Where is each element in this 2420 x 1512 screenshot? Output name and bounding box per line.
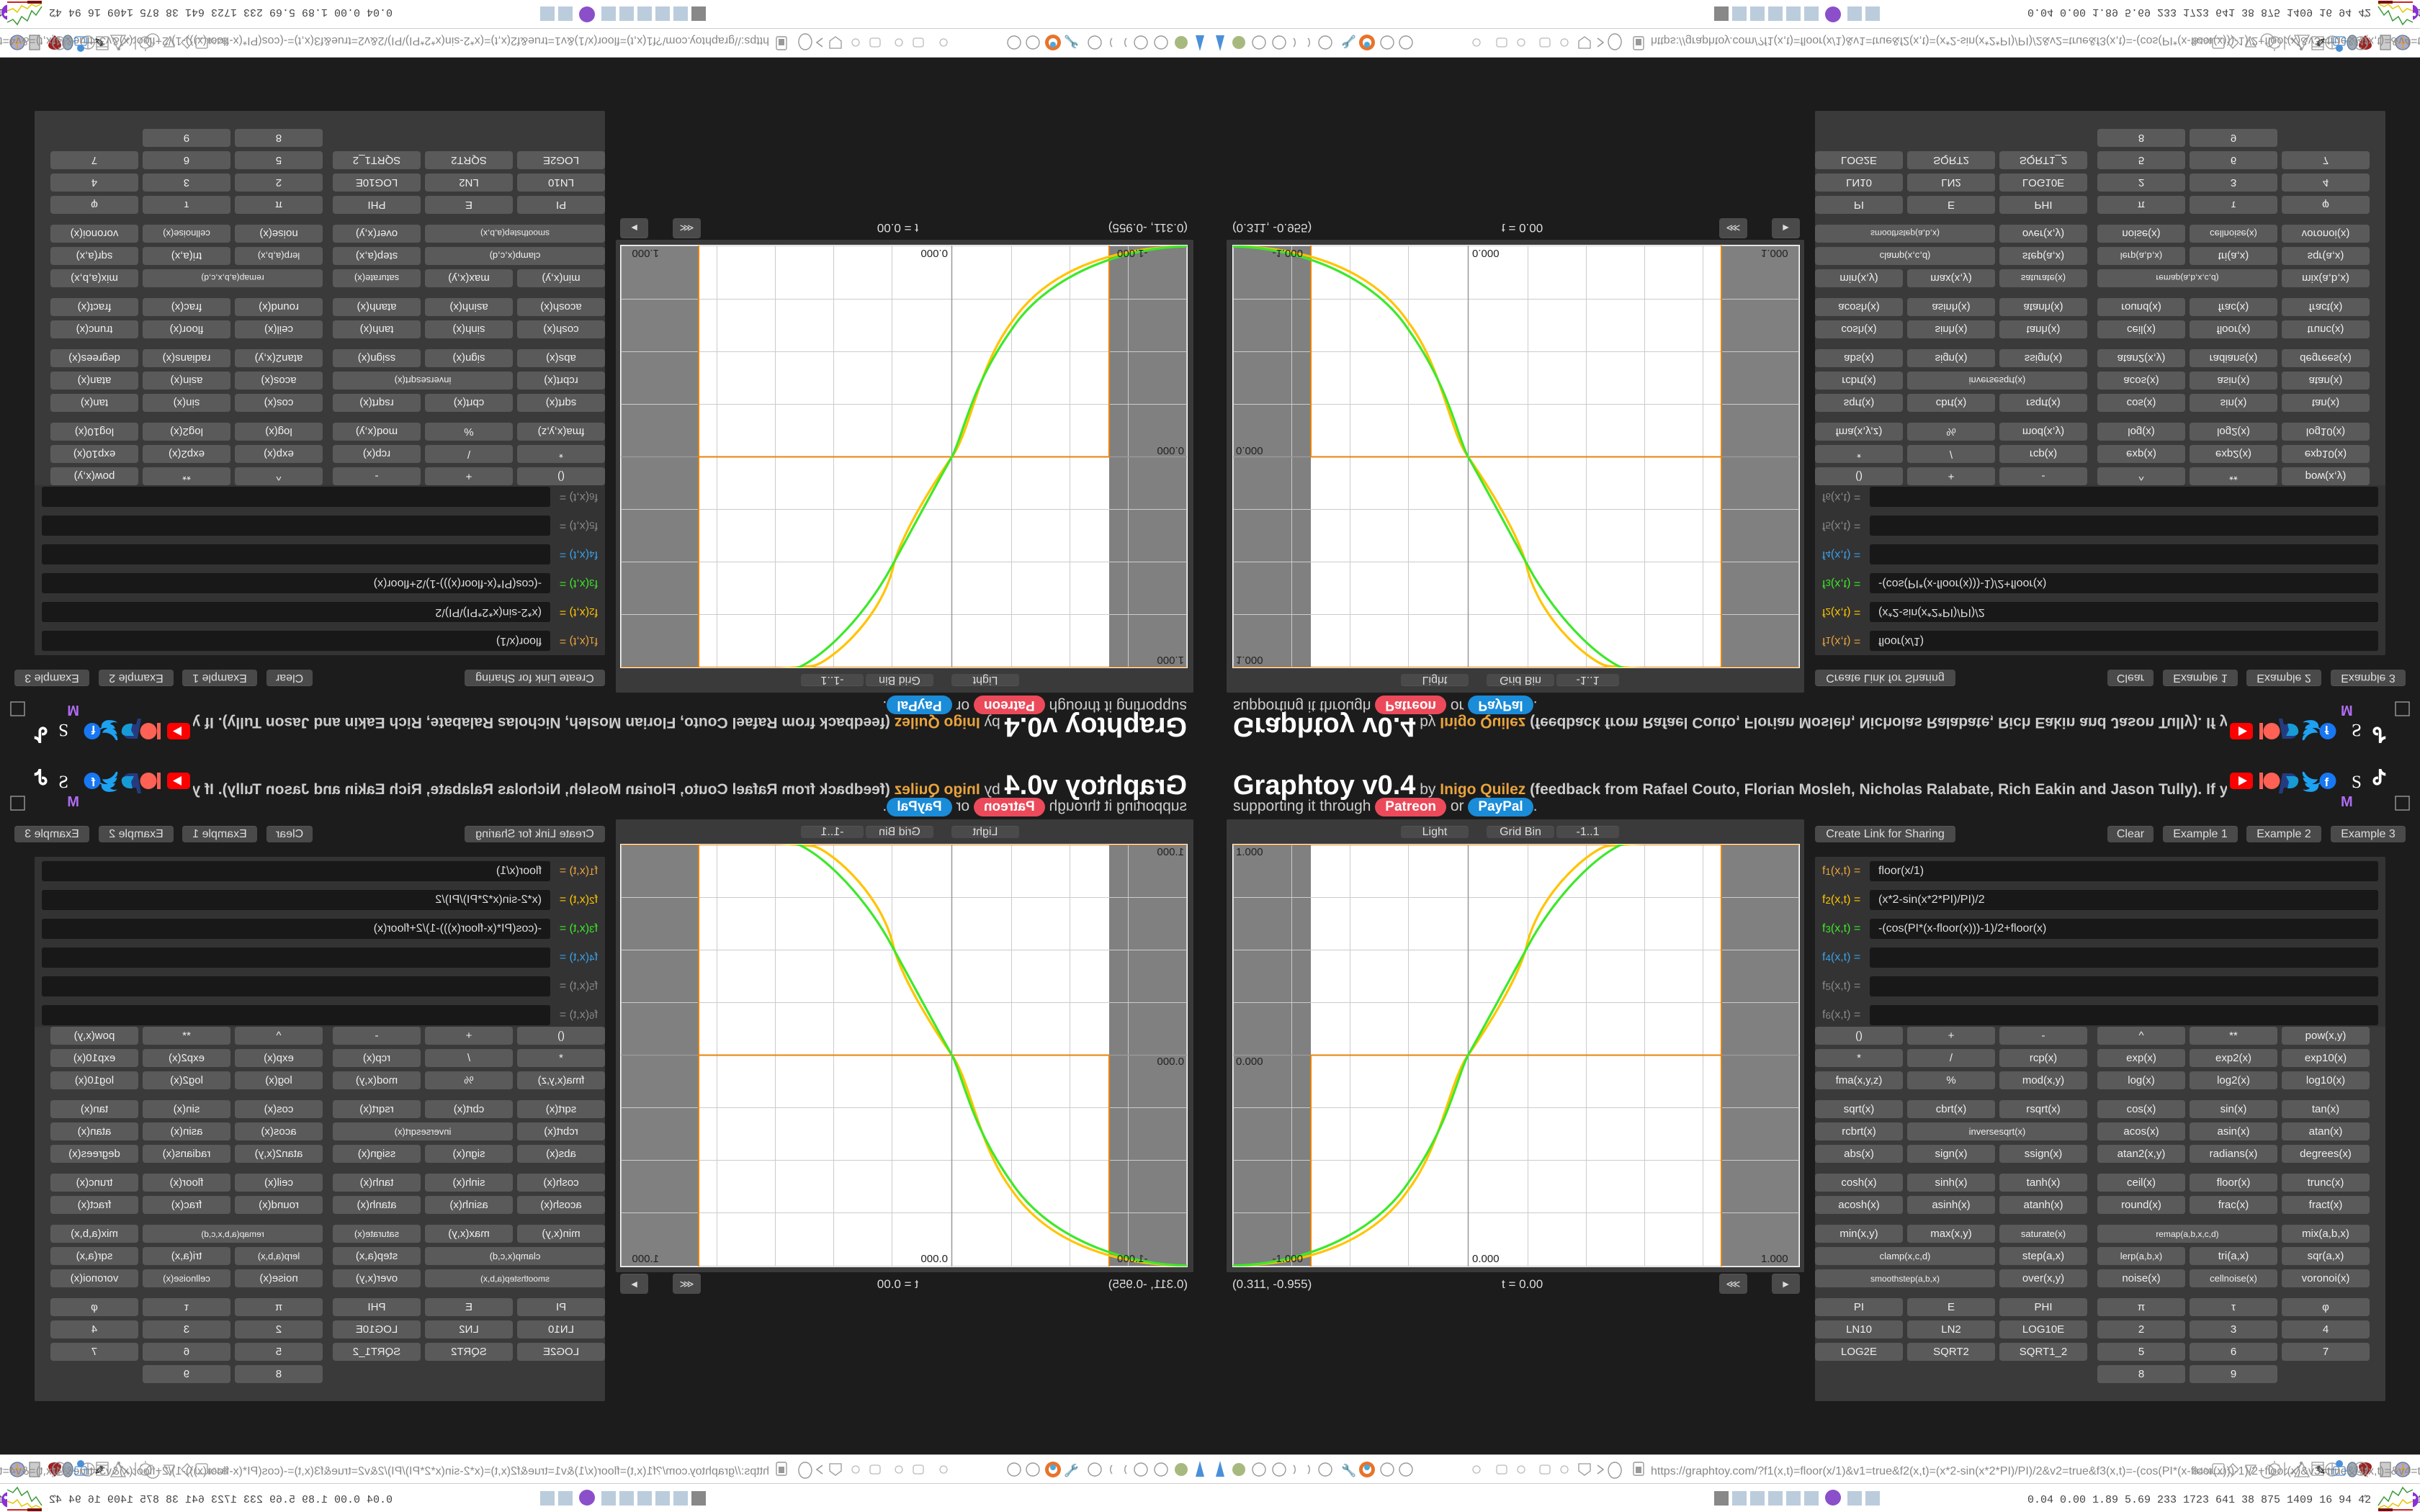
svg-text:⌃: ⌃ [50,6,59,19]
svg-text:f: f [91,723,96,737]
svg-text:0.000: 0.000 [1472,247,1500,259]
svg-text:0.000: 0.000 [1157,444,1184,456]
svg-text:84%: 84% [207,35,228,47]
svg-text:f: f [2325,775,2329,789]
svg-text:-1.000: -1.000 [1272,1253,1303,1265]
svg-text:1.000: 1.000 [1761,1253,1788,1265]
svg-text:S: S [58,773,68,792]
svg-text:1.000: 1.000 [632,247,659,259]
svg-text:1.000: 1.000 [1157,654,1184,666]
svg-text:0.000: 0.000 [920,247,948,259]
svg-text:0.000: 0.000 [1472,1253,1500,1265]
svg-text:⌃: ⌃ [2361,6,2370,19]
svg-text:-1.000: -1.000 [1117,1253,1148,1265]
svg-text:S: S [2352,773,2362,792]
svg-text:1.000: 1.000 [1157,846,1184,858]
svg-text:-1.000: -1.000 [1272,247,1303,259]
svg-text:🔧: 🔧 [1064,1463,1079,1477]
svg-text:1.000: 1.000 [1236,654,1263,666]
svg-text:✎: ✎ [94,1464,104,1477]
svg-text:🔧: 🔧 [1064,35,1079,49]
svg-text:84%: 84% [207,1465,228,1477]
svg-text:M: M [2341,794,2353,810]
svg-text:S: S [58,720,68,739]
svg-text:M: M [67,702,79,718]
svg-text:1.000: 1.000 [1761,247,1788,259]
svg-text:S: S [2352,720,2362,739]
svg-text:✎: ✎ [2316,1464,2326,1477]
svg-text:f: f [91,775,96,789]
svg-text:f: f [2325,723,2329,737]
svg-text:0.000: 0.000 [920,1253,948,1265]
svg-text:84%: 84% [2192,35,2213,47]
svg-text:✎: ✎ [94,35,104,48]
svg-text:M: M [67,794,79,810]
svg-text:0.000: 0.000 [1236,1056,1263,1068]
svg-text:🔧: 🔧 [1341,1463,1356,1477]
svg-text:✎: ✎ [2316,35,2326,48]
svg-text:1.000: 1.000 [632,1253,659,1265]
svg-text:0.000: 0.000 [1236,444,1263,456]
svg-text:M: M [2341,702,2353,718]
svg-text:⌃: ⌃ [50,1493,59,1506]
svg-text:🔧: 🔧 [1341,35,1356,49]
svg-text:⌃: ⌃ [2361,1493,2370,1506]
svg-text:84%: 84% [2192,1465,2213,1477]
svg-text:0.000: 0.000 [1157,1056,1184,1068]
svg-text:1.000: 1.000 [1236,846,1263,858]
svg-text:-1.000: -1.000 [1117,247,1148,259]
